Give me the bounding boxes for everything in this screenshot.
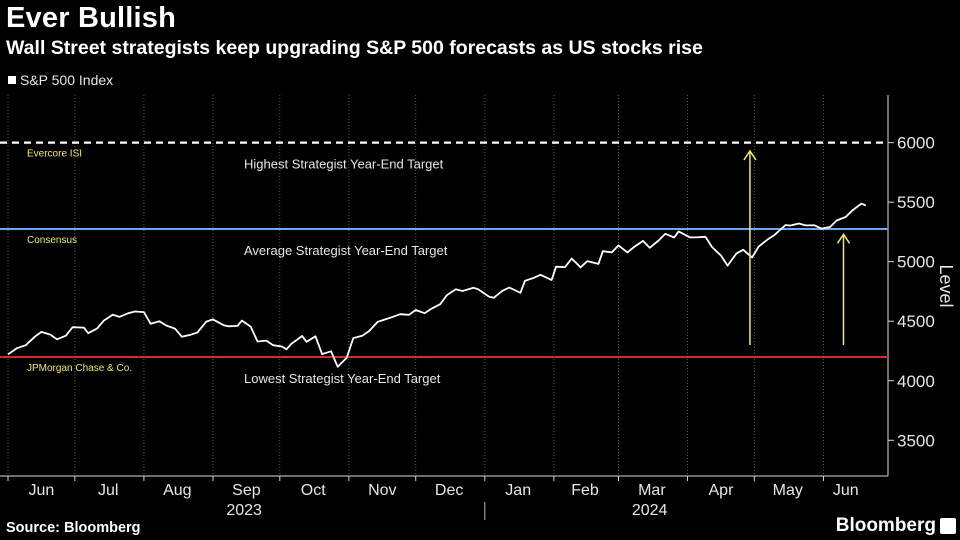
reference-line-label: Evercore ISI [27,149,82,160]
x-tick-label: Jul [98,482,118,499]
x-tick-label: Oct [301,482,326,499]
reference-line-annotation: Highest Strategist Year-End Target [244,157,444,172]
reference-line-annotation: Average Strategist Year-End Target [244,243,448,258]
x-tick-label: Feb [571,482,599,499]
legend: S&P 500 Index [8,72,113,88]
x-year-label: 2023 [226,502,262,519]
chart-subtitle: Wall Street strategists keep upgrading S… [6,37,703,59]
x-tick-label: Apr [709,482,735,499]
brand-name: Bloomberg [835,515,936,536]
x-tick-label: Jun [833,482,859,499]
x-year-label: 2024 [632,502,668,519]
x-tick-label: Dec [435,482,463,499]
x-tick-label: Nov [368,482,396,499]
x-tick-label: Mar [638,482,666,499]
y-tick-label: 6000 [897,134,935,153]
chart-title: Ever Bullish [6,2,177,34]
series-line-sp500 [7,202,867,368]
legend-label-sp500: S&P 500 Index [20,72,114,88]
y-tick-label: 3500 [897,431,935,450]
reference-line-label: JPMorgan Chase & Co. [27,363,132,374]
x-tick-label: Jan [505,482,531,499]
y-tick-label: 5500 [897,193,935,212]
bloomberg-terminal-icon [940,518,956,534]
x-tick-label: Sep [232,482,261,499]
reference-line-label: Consensus [27,235,77,246]
annotation-arrow-head [743,149,757,161]
reference-line-annotation: Lowest Strategist Year-End Target [244,371,441,386]
legend-swatch-sp500 [8,76,16,84]
x-tick-label: Jun [29,482,55,499]
x-tick-label: Aug [163,482,191,499]
annotation-arrow-head [836,232,851,244]
y-axis-label: Level [936,264,956,307]
brand-logo: Bloomberg [836,515,956,537]
y-tick-label: 4000 [897,372,935,391]
source-note: Source: Bloomberg [6,520,141,536]
y-tick-label: 5000 [897,253,935,272]
x-tick-label: May [773,482,803,499]
y-tick-label: 4500 [897,312,935,331]
